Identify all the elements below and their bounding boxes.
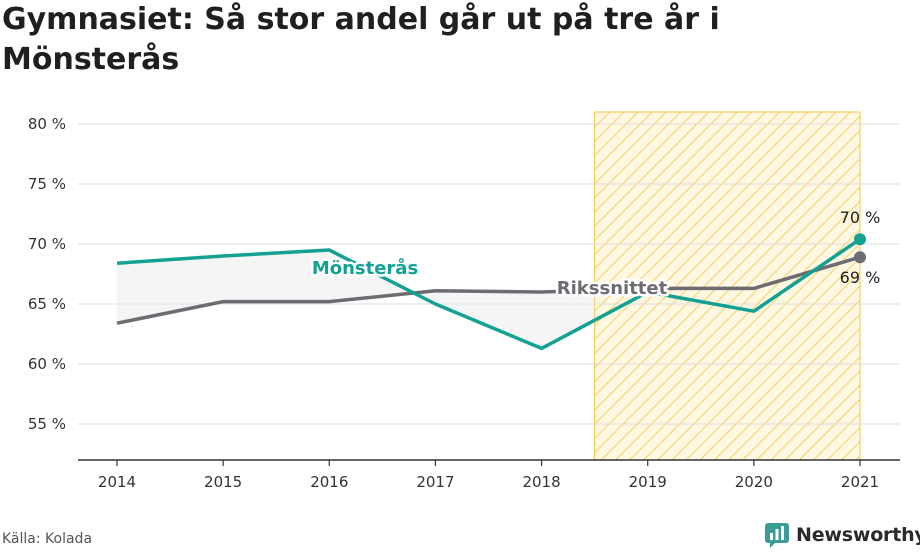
y-tick-label: 55 %	[28, 415, 66, 433]
brand-logo: Newsworthy	[764, 520, 920, 550]
x-tick-label: 2014	[98, 473, 136, 491]
series-label-rikssnittet-halo: Rikssnittet	[557, 278, 668, 299]
series-label-monsteras: Mönsterås	[312, 257, 418, 279]
end-label-rikssnittet: 69 %	[840, 268, 881, 287]
x-tick-label: 2019	[629, 473, 667, 491]
source-note: Källa: Kolada	[2, 531, 93, 547]
y-tick-label: 80 %	[28, 115, 66, 133]
x-tick-label: 2020	[735, 473, 773, 491]
y-tick-label: 70 %	[28, 235, 66, 253]
series-label-rikssnittet: Rikssnittet	[557, 278, 668, 299]
end-label-monsteras: 70 %	[840, 208, 881, 227]
gap-area	[117, 250, 595, 349]
series-line-rikssnittet	[116, 255, 861, 325]
x-tick-label: 2016	[310, 473, 348, 491]
x-tick-label: 2018	[522, 473, 560, 491]
chart-title: Gymnasiet: Så stor andel går ut på tre å…	[2, 2, 720, 77]
endpoint-monsteras	[854, 233, 866, 246]
newsworthy-logo-icon	[765, 523, 789, 548]
y-tick-label: 60 %	[28, 355, 66, 373]
highlight-band-hatch	[594, 111, 861, 461]
series-label-monsteras-halo: Mönsterås	[312, 257, 418, 279]
y-tick-label: 75 %	[28, 175, 66, 193]
x-tick-label: 2015	[204, 473, 242, 491]
brand-name: Newsworthy	[796, 524, 920, 546]
endpoint-rikssnittet	[854, 251, 866, 264]
x-tick-label: 2017	[416, 473, 454, 491]
series-line-monsteras	[116, 237, 861, 351]
y-tick-label: 65 %	[28, 295, 66, 313]
x-tick-label: 2021	[841, 473, 879, 491]
